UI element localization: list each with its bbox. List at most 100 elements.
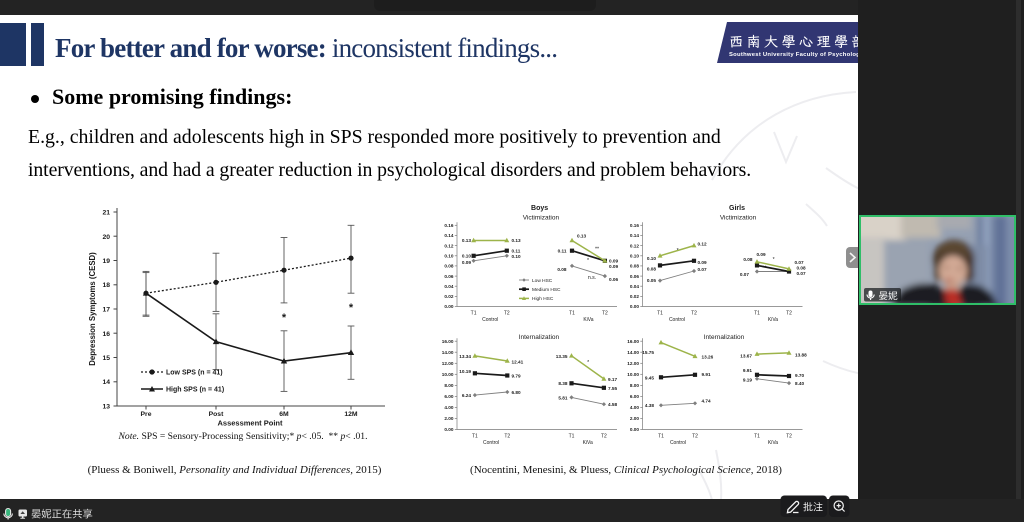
- svg-text:14: 14: [102, 379, 110, 386]
- svg-text:8.00: 8.00: [444, 383, 454, 388]
- svg-text:9.91: 9.91: [743, 368, 753, 373]
- svg-text:0.13: 0.13: [512, 238, 522, 243]
- svg-text:0.13: 0.13: [462, 238, 472, 243]
- svg-text:0.09: 0.09: [609, 258, 619, 263]
- svg-text:13.67: 13.67: [740, 354, 752, 359]
- svg-text:0.00: 0.00: [444, 304, 454, 309]
- svg-text:0.08: 0.08: [444, 264, 454, 269]
- svg-text:13.35: 13.35: [556, 354, 568, 359]
- svg-text:10.00: 10.00: [627, 372, 639, 377]
- svg-text:Pre: Pre: [141, 411, 152, 418]
- svg-text:9.70: 9.70: [795, 373, 805, 378]
- svg-text:0.02: 0.02: [630, 294, 640, 299]
- svg-text:T2: T2: [786, 311, 792, 317]
- svg-text:2.00: 2.00: [630, 416, 640, 421]
- svg-text:0.09: 0.09: [756, 252, 766, 257]
- svg-text:14.00: 14.00: [442, 350, 454, 355]
- svg-text:2.00: 2.00: [444, 416, 454, 421]
- svg-text:0.08: 0.08: [557, 267, 567, 272]
- svg-text:T1: T1: [471, 311, 477, 317]
- svg-text:8.38: 8.38: [558, 381, 568, 386]
- svg-text:0.04: 0.04: [444, 284, 454, 289]
- svg-text:0.10: 0.10: [630, 253, 640, 258]
- svg-text:0.08: 0.08: [743, 257, 753, 262]
- svg-text:0.08: 0.08: [797, 266, 807, 271]
- svg-text:T2: T2: [601, 434, 607, 440]
- svg-text:KiVa: KiVa: [768, 440, 778, 446]
- svg-text:10.00: 10.00: [442, 372, 454, 377]
- svg-text:T2: T2: [691, 311, 697, 317]
- svg-text:*: *: [677, 248, 679, 254]
- svg-text:0.00: 0.00: [630, 304, 640, 309]
- svg-text:T2: T2: [786, 434, 792, 440]
- svg-text:Control: Control: [483, 440, 499, 446]
- svg-text:0.06: 0.06: [444, 274, 454, 279]
- svg-text:*: *: [282, 312, 287, 324]
- svg-text:8.40: 8.40: [795, 381, 805, 386]
- svg-text:T1: T1: [472, 434, 478, 440]
- svg-text:KiVa: KiVa: [583, 317, 593, 323]
- svg-text:Victimization: Victimization: [720, 215, 757, 222]
- svg-text:High SPS (n = 41): High SPS (n = 41): [166, 387, 224, 394]
- svg-text:T2: T2: [504, 311, 510, 317]
- svg-text:19: 19: [102, 258, 110, 265]
- svg-text:0.07: 0.07: [795, 260, 805, 265]
- svg-text:T1: T1: [754, 311, 760, 317]
- svg-text:10.19: 10.19: [459, 369, 471, 374]
- svg-text:0.11: 0.11: [512, 249, 521, 254]
- svg-text:Girls: Girls: [729, 205, 745, 212]
- svg-text:21: 21: [102, 210, 110, 217]
- svg-text:12.41: 12.41: [512, 359, 524, 364]
- svg-text:**: **: [762, 266, 766, 272]
- svg-text:6.80: 6.80: [512, 390, 522, 395]
- svg-text:9.19: 9.19: [743, 377, 753, 382]
- svg-text:T1: T1: [657, 311, 663, 317]
- svg-text:5.81: 5.81: [558, 395, 568, 400]
- svg-text:**: **: [595, 247, 599, 253]
- svg-text:Control: Control: [482, 317, 498, 323]
- svg-text:*: *: [587, 360, 589, 366]
- svg-text:4.00: 4.00: [444, 405, 454, 410]
- svg-text:*: *: [773, 257, 775, 263]
- svg-text:T1: T1: [569, 434, 575, 440]
- svg-text:0.13: 0.13: [577, 233, 587, 238]
- svg-text:6.24: 6.24: [462, 393, 472, 398]
- svg-text:0.09: 0.09: [609, 264, 619, 269]
- svg-text:0.16: 0.16: [444, 223, 454, 228]
- svg-text:6M: 6M: [279, 411, 289, 418]
- svg-text:12.00: 12.00: [627, 361, 639, 366]
- svg-text:15.75: 15.75: [642, 350, 654, 355]
- svg-text:13.34: 13.34: [459, 354, 471, 359]
- svg-text:9.91: 9.91: [702, 372, 712, 377]
- svg-text:0.12: 0.12: [698, 242, 708, 247]
- svg-text:KiVa: KiVa: [583, 440, 593, 446]
- svg-text:0.00: 0.00: [630, 427, 640, 432]
- svg-text:17: 17: [102, 307, 110, 314]
- svg-text:0.14: 0.14: [444, 233, 454, 238]
- svg-text:0.10: 0.10: [512, 254, 522, 259]
- svg-text:0.07: 0.07: [698, 267, 708, 272]
- svg-text:T2: T2: [602, 311, 608, 317]
- svg-text:0.12: 0.12: [630, 243, 640, 248]
- svg-text:13.88: 13.88: [795, 352, 807, 357]
- svg-text:9.45: 9.45: [645, 375, 655, 380]
- svg-text:0.04: 0.04: [630, 284, 640, 289]
- svg-text:0.08: 0.08: [647, 267, 657, 272]
- svg-text:Boys: Boys: [531, 205, 548, 212]
- svg-text:Medium HSC: Medium HSC: [532, 287, 561, 293]
- svg-text:9.17: 9.17: [608, 377, 618, 382]
- svg-text:12M: 12M: [344, 411, 358, 418]
- svg-text:0.08: 0.08: [630, 264, 640, 269]
- svg-text:0.10: 0.10: [444, 253, 454, 258]
- svg-text:20: 20: [102, 234, 110, 241]
- svg-text:0.14: 0.14: [630, 233, 640, 238]
- svg-text:0.10: 0.10: [647, 256, 657, 261]
- svg-text:15: 15: [102, 355, 110, 362]
- svg-text:0.16: 0.16: [630, 223, 640, 228]
- svg-text:0.06: 0.06: [609, 277, 619, 282]
- svg-text:0.09: 0.09: [698, 260, 708, 265]
- svg-text:Post: Post: [209, 411, 224, 418]
- svg-text:9.79: 9.79: [512, 374, 522, 379]
- svg-text:T2: T2: [692, 434, 698, 440]
- svg-text:4.38: 4.38: [645, 403, 655, 408]
